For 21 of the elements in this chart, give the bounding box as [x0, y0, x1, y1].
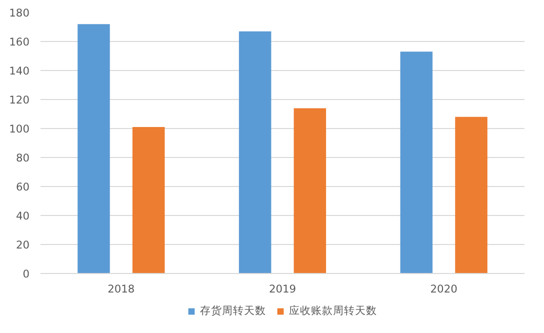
bar [400, 52, 433, 274]
x-tick-label: 2018 [108, 282, 135, 296]
y-tick-label: 60 [16, 180, 30, 194]
bar [78, 24, 110, 274]
y-tick-label: 140 [9, 64, 30, 78]
y-tick-label: 0 [22, 268, 30, 280]
y-tick-label: 80 [16, 152, 30, 164]
y-tick-label: 180 [9, 6, 30, 20]
legend-label: 存货周转天数 [200, 304, 266, 318]
x-tick-label: 2019 [268, 282, 296, 296]
legend-label: 应收账款周转天数 [289, 304, 377, 318]
x-tick-label: 2020 [430, 282, 458, 296]
y-tick-label: 20 [16, 238, 30, 252]
y-tick-label: 160 [9, 36, 30, 48]
bar [455, 116, 488, 274]
y-tick-label: 120 [9, 94, 30, 106]
y-tick-label: 40 [16, 210, 30, 222]
bar [238, 31, 272, 274]
bar [294, 108, 326, 274]
bar [132, 127, 165, 274]
y-tick-label: 100 [9, 122, 30, 136]
